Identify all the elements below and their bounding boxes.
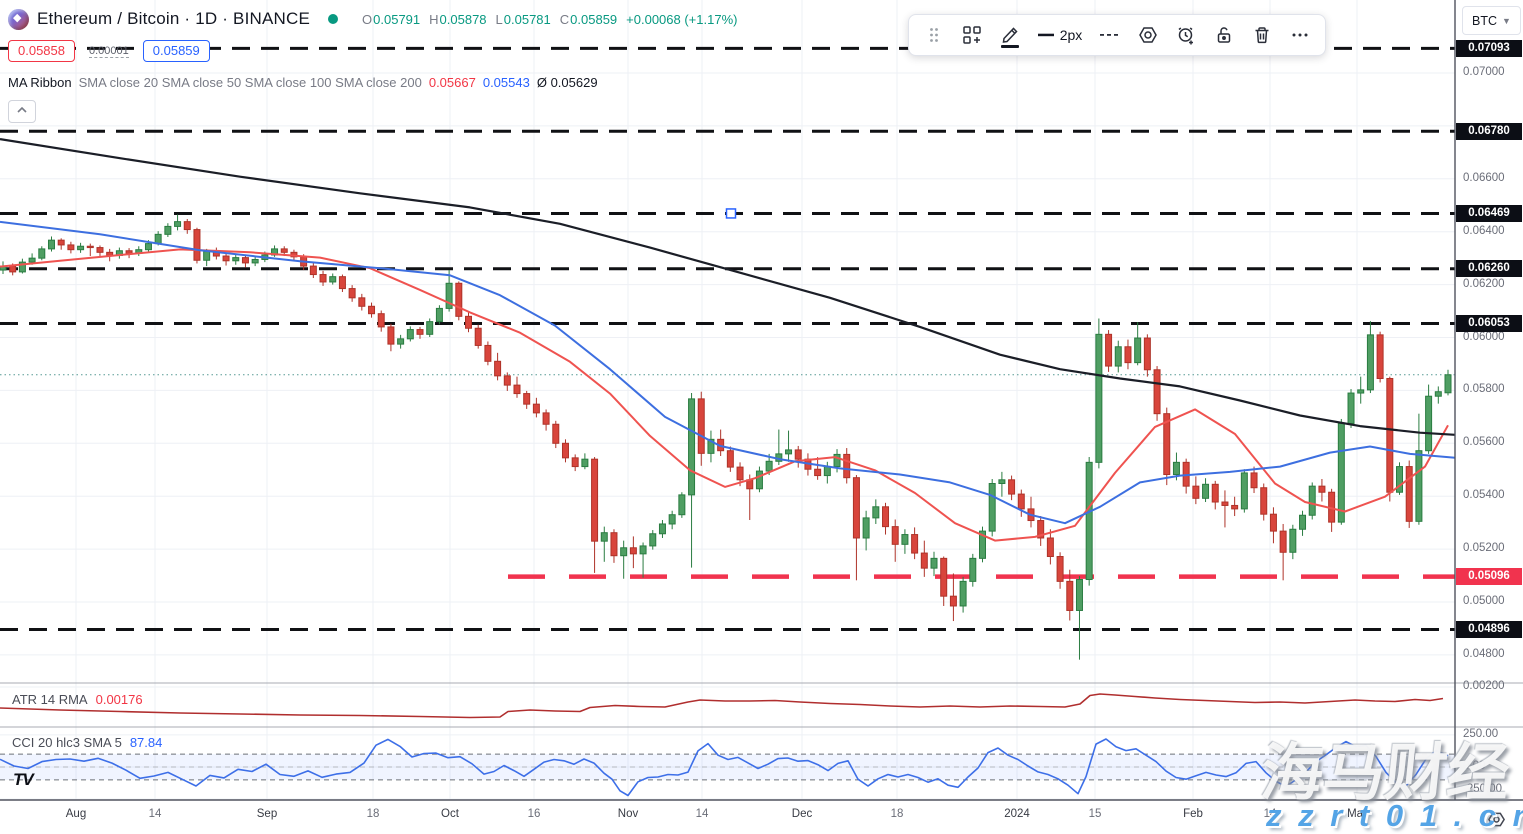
atr-pane-legend[interactable]: ATR 14 RMA 0.00176 bbox=[12, 692, 143, 707]
price-tick: 0.04800 bbox=[1463, 647, 1505, 660]
price-tick: 0.07000 bbox=[1463, 66, 1505, 78]
ma-value-blue: 0.05543 bbox=[482, 74, 530, 90]
pair-logo-icon bbox=[8, 8, 29, 30]
cci-pane bbox=[0, 753, 1455, 781]
price-tick: 0.06600 bbox=[1463, 171, 1505, 184]
cci-label: CCI 20 hlc3 SMA 5 bbox=[12, 735, 122, 750]
ask-price-chip[interactable]: 0.05859 bbox=[142, 40, 210, 62]
level-price-badge[interactable]: 0.07093 bbox=[1456, 39, 1522, 57]
cci-tick: 0.00 bbox=[1463, 760, 1486, 772]
time-tick[interactable]: 14 bbox=[148, 808, 162, 820]
time-tick[interactable]: 18 bbox=[890, 808, 904, 820]
ma-ribbon-title: MA Ribbon bbox=[8, 74, 72, 90]
price-tick: 0.06000 bbox=[1463, 330, 1505, 343]
moving-averages bbox=[0, 138, 1456, 542]
candles bbox=[0, 214, 1452, 660]
price-tick: 0.05400 bbox=[1463, 489, 1505, 502]
atr-tick: 0.00200 bbox=[1463, 680, 1505, 692]
cci-value: 87.84 bbox=[129, 735, 163, 750]
time-tick[interactable]: 2024 bbox=[1004, 808, 1030, 820]
level-price-badge[interactable]: 0.04896 bbox=[1456, 621, 1522, 638]
time-tick[interactable]: Feb bbox=[1183, 808, 1203, 820]
cci-tick: 250.00 bbox=[1463, 727, 1499, 740]
more-options-icon[interactable] bbox=[1283, 19, 1317, 51]
cci-pane-legend[interactable]: CCI 20 hlc3 SMA 5 87.84 bbox=[12, 735, 162, 750]
time-tick[interactable]: 16 bbox=[527, 808, 541, 820]
time-tick[interactable]: 14 bbox=[695, 808, 709, 820]
open-value: 0.05791 bbox=[373, 11, 421, 27]
level-price-badge[interactable]: 0.06469 bbox=[1456, 204, 1522, 222]
trash-icon[interactable] bbox=[1245, 19, 1279, 51]
time-tick[interactable]: Aug bbox=[65, 808, 87, 820]
support-price-badge[interactable]: 0.05096 bbox=[1456, 568, 1522, 586]
line-width-button[interactable]: 2px bbox=[1031, 19, 1089, 51]
cci-tick: -250.00 bbox=[1463, 783, 1503, 795]
level-selection-handle[interactable] bbox=[725, 208, 737, 219]
change-value: +0.00068 (+1.17%) bbox=[626, 11, 738, 27]
cci-line bbox=[0, 738, 1449, 797]
gridlines bbox=[0, 0, 1455, 800]
pencil-color-swatch bbox=[1001, 45, 1019, 48]
pane-separators bbox=[0, 0, 1523, 801]
time-tick[interactable]: Nov bbox=[617, 808, 639, 820]
time-tick[interactable]: 18 bbox=[366, 808, 380, 820]
currency-label: BTC bbox=[1472, 13, 1498, 28]
ma-ribbon-legend[interactable]: MA Ribbon SMA close 20 SMA close 50 SMA … bbox=[8, 72, 737, 92]
level-price-badge[interactable]: 0.06780 bbox=[1456, 122, 1522, 140]
currency-selector[interactable]: BTC ▼ bbox=[1462, 6, 1521, 35]
price-tick: 0.06400 bbox=[1463, 224, 1505, 237]
high-value: 0.05878 bbox=[439, 11, 487, 27]
tradingview-logo[interactable]: TV bbox=[13, 770, 34, 789]
lock-open-icon[interactable] bbox=[1207, 19, 1241, 51]
line-width-label: 2px bbox=[1059, 27, 1083, 43]
price-tick: 0.05600 bbox=[1463, 436, 1505, 449]
ma-value-red: 0.05667 bbox=[428, 74, 476, 90]
price-levels bbox=[0, 46, 1455, 632]
chevron-down-icon: ▼ bbox=[1502, 15, 1511, 26]
market-open-dot-icon bbox=[328, 14, 339, 24]
price-tick: 0.06200 bbox=[1463, 277, 1505, 290]
ma-value-average: Ø 0.05629 bbox=[536, 74, 598, 90]
atr-line bbox=[0, 693, 1444, 719]
ohlc-values: O0.05791 H0.05878 L0.05781 C0.05859 +0.0… bbox=[362, 11, 738, 27]
toolbar-drag-handle-icon[interactable] bbox=[917, 19, 951, 51]
level-price-badge[interactable]: 0.06053 bbox=[1456, 314, 1522, 332]
ma-ribbon-params: SMA close 20 SMA close 50 SMA close 100 … bbox=[78, 74, 422, 90]
spread-value: 0.00001 bbox=[89, 44, 129, 58]
collapse-legend-button[interactable] bbox=[8, 100, 36, 123]
price-tick: 0.05000 bbox=[1463, 595, 1505, 607]
bid-price-chip[interactable]: 0.05858 bbox=[8, 40, 75, 62]
level-price-badge[interactable]: 0.06260 bbox=[1456, 260, 1522, 278]
atr-value: 0.00176 bbox=[95, 692, 143, 707]
shape-hexagon-icon[interactable] bbox=[1131, 19, 1165, 51]
atr-label: ATR 14 RMA bbox=[12, 692, 88, 707]
time-tick[interactable]: Dec bbox=[791, 808, 813, 820]
low-value: 0.05781 bbox=[503, 11, 551, 27]
chart-legend: Ethereum / Bitcoin · 1D · BINANCE O0.057… bbox=[8, 6, 737, 123]
close-value: 0.05859 bbox=[570, 11, 618, 27]
time-tick[interactable]: 14 bbox=[1263, 808, 1277, 820]
symbol-title[interactable]: Ethereum / Bitcoin · 1D · BINANCE bbox=[37, 9, 311, 28]
pencil-tool-icon[interactable] bbox=[993, 19, 1027, 51]
time-tick[interactable]: Sep bbox=[256, 808, 278, 820]
alert-add-icon[interactable] bbox=[1169, 19, 1203, 51]
time-tick[interactable]: 15 bbox=[1088, 808, 1102, 820]
layout-add-icon[interactable] bbox=[955, 19, 989, 51]
time-tick[interactable]: Mar bbox=[1347, 808, 1367, 820]
price-tick: 0.05200 bbox=[1463, 542, 1505, 555]
time-tick[interactable]: Oct bbox=[441, 808, 459, 820]
price-tick: 0.05800 bbox=[1463, 383, 1505, 396]
drawing-toolbar: 2px bbox=[908, 14, 1326, 56]
dash-style-icon[interactable] bbox=[1093, 19, 1127, 51]
